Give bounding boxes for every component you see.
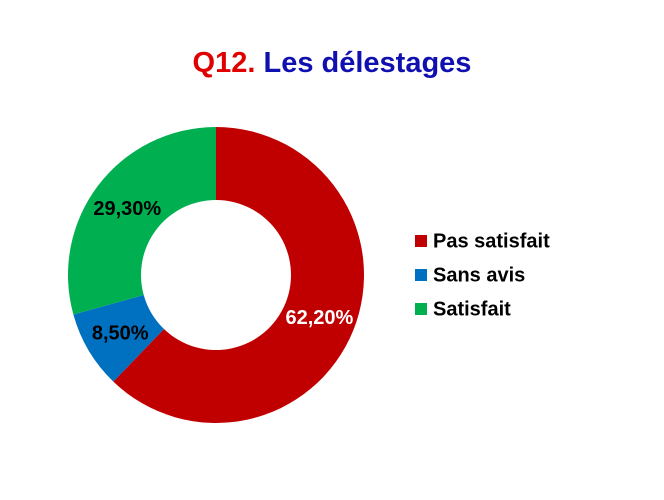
legend-label: Sans avis bbox=[433, 264, 525, 286]
legend-swatch bbox=[415, 269, 427, 281]
data-label: 62,20% bbox=[285, 307, 353, 329]
title-number: Q12. bbox=[193, 47, 256, 79]
title-text: Les délestages bbox=[263, 47, 471, 79]
legend-label: Pas satisfait bbox=[433, 230, 550, 252]
donut-slice bbox=[67, 127, 216, 315]
data-label: 29,30% bbox=[93, 198, 161, 220]
donut-slice bbox=[113, 127, 364, 423]
legend-label: Satisfait bbox=[433, 298, 511, 320]
data-label: 8,50% bbox=[92, 322, 149, 344]
donut-slice bbox=[73, 295, 164, 382]
chart-title: Q12. Les délestages bbox=[193, 47, 472, 79]
legend-swatch bbox=[415, 303, 427, 315]
legend-swatch bbox=[415, 235, 427, 247]
